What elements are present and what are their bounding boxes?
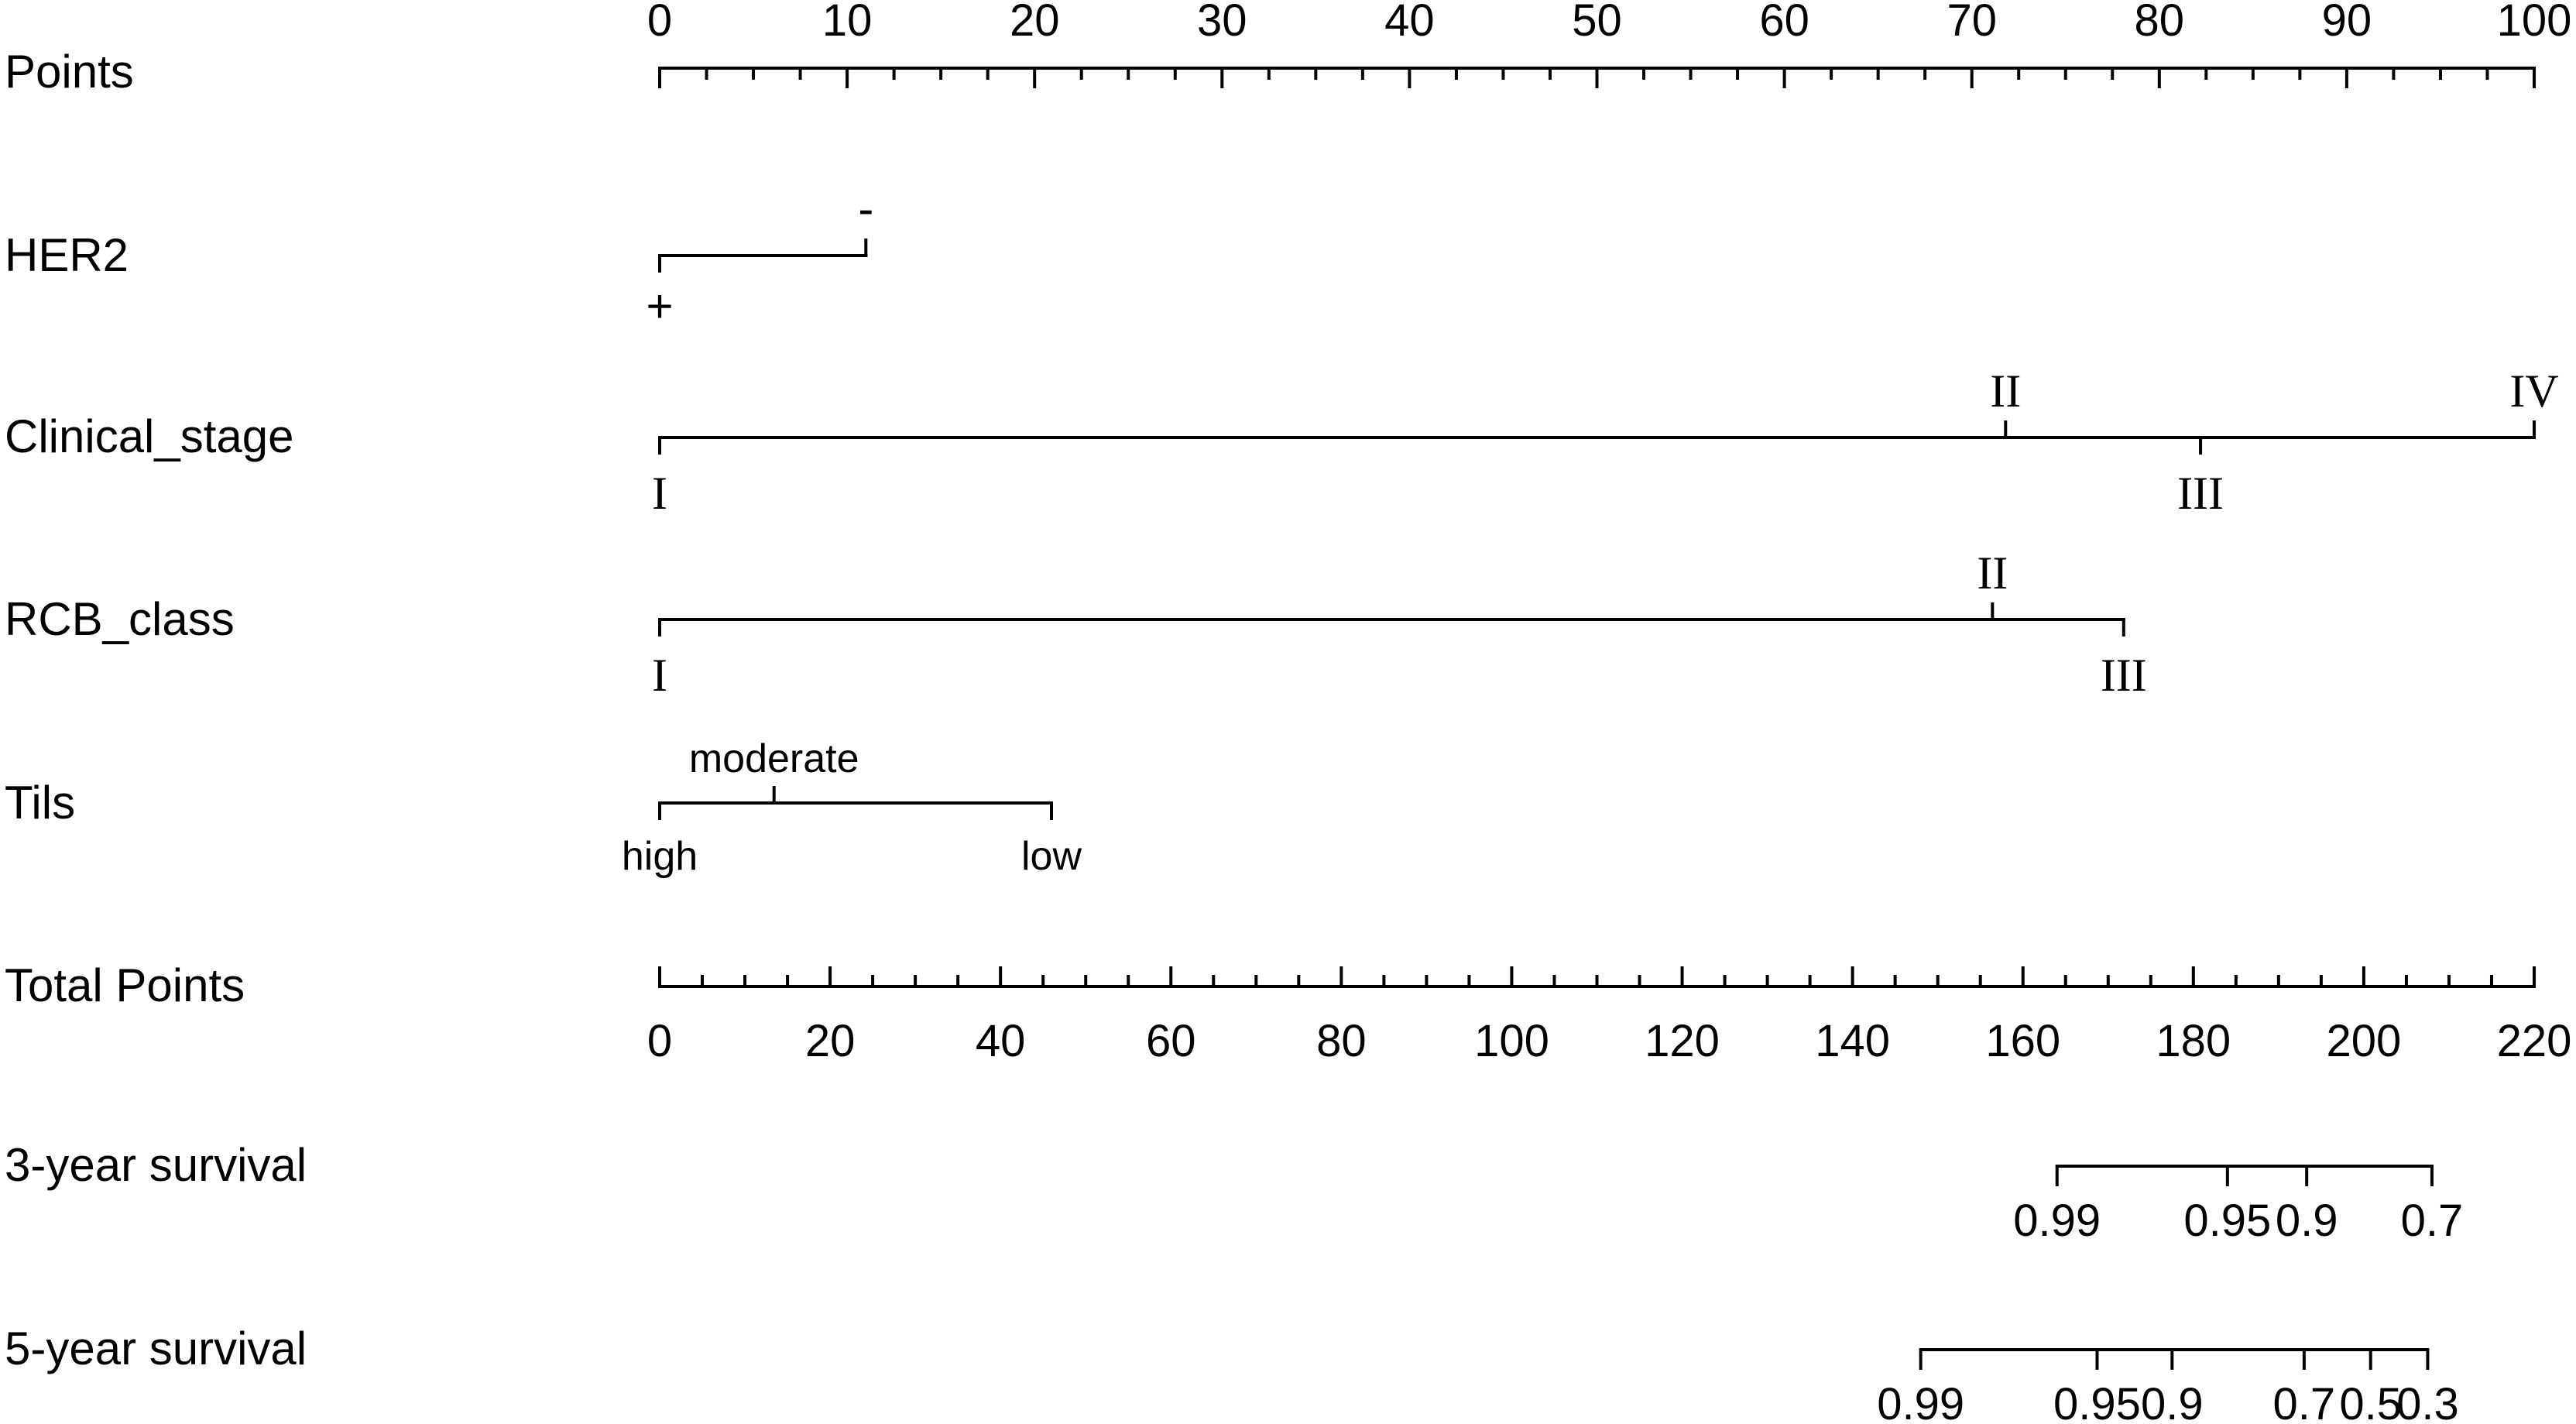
survival-3yr-tick-label: 0.99 — [2013, 1196, 2101, 1246]
clinical-stage-level-label: III — [2177, 468, 2224, 519]
points-axis-tick-label: 90 — [2322, 0, 2372, 46]
her2-label: HER2 — [5, 229, 129, 281]
total-points-tick-label: 180 — [2156, 1016, 2231, 1066]
points-axis-tick-label: 80 — [2135, 0, 2185, 46]
rcb-class-level-label: II — [1977, 547, 2008, 599]
points-axis-tick-label: 20 — [1010, 0, 1060, 46]
clinical-stage-label: Clinical_stage — [5, 410, 294, 462]
survival-5yr-tick-label: 0.7 — [2273, 1379, 2336, 1424]
points-axis-tick-label: 50 — [1572, 0, 1622, 46]
her2-level-label: + — [646, 280, 673, 332]
clinical-stage-level-label: I — [652, 468, 667, 519]
points-axis-tick-label: 100 — [2497, 0, 2572, 46]
points-axis-tick-label: 30 — [1197, 0, 1247, 46]
survival-3yr-tick-label: 0.7 — [2401, 1196, 2464, 1246]
points-axis-tick-label: 40 — [1384, 0, 1435, 46]
total-points-tick-label: 100 — [1474, 1016, 1549, 1066]
tils-label: Tils — [5, 777, 75, 829]
clinical-stage-level-label: IV — [2509, 365, 2558, 417]
total-points-tick-label: 160 — [1985, 1016, 2060, 1066]
row-labels: Points HER2 Clinical_stage RCB_class Til… — [5, 46, 307, 1374]
total-points-tick-label: 20 — [805, 1016, 856, 1066]
total-points-tick-label: 40 — [976, 1016, 1026, 1066]
her2-level-label: - — [858, 183, 873, 235]
tils-level-label: moderate — [689, 736, 859, 781]
points-axis-tick-label: 0 — [647, 0, 672, 46]
clinical-stage-level-label: II — [1990, 365, 2021, 417]
rcb-class-level-label: III — [2101, 650, 2147, 701]
total-points-tick-label: 120 — [1645, 1016, 1720, 1066]
points-axis-tick-label: 10 — [822, 0, 873, 46]
total-points-tick-label: 200 — [2327, 1016, 2402, 1066]
total-points-tick-label: 0 — [647, 1016, 672, 1066]
points-axis-tick-label: 60 — [1759, 0, 1809, 46]
rcb-class-label: RCB_class — [5, 593, 235, 645]
survival-5yr-tick-label: 0.9 — [2141, 1379, 2204, 1424]
tils-level-label: high — [622, 834, 698, 879]
survival-3yr-tick-label: 0.95 — [2183, 1196, 2271, 1246]
tils-level-label: low — [1021, 834, 1082, 879]
survival-3yr-tick-label: 0.9 — [2276, 1196, 2338, 1246]
total-points-tick-label: 80 — [1316, 1016, 1367, 1066]
total-points-tick-label: 140 — [1815, 1016, 1890, 1066]
survival-5yr-tick-label: 0.99 — [1877, 1379, 1964, 1424]
total-points-tick-label: 60 — [1146, 1016, 1196, 1066]
survival-5yr-tick-label: 0.95 — [2053, 1379, 2141, 1424]
survival-5yr-tick-label: 0.3 — [2396, 1379, 2459, 1424]
total-points-tick-label: 220 — [2497, 1016, 2572, 1066]
survival-5yr-label: 5-year survival — [5, 1323, 307, 1374]
points-axis-tick-label: 70 — [1947, 0, 1997, 46]
rcb-class-level-label: I — [652, 650, 667, 701]
survival-3yr-label: 3-year survival — [5, 1139, 307, 1191]
chart-marks: 0 10 20 30 40 50 60 70 80 90 100+-IIIIIIIVIIIIIIhi… — [622, 0, 2572, 1424]
points-axis-label: Points — [5, 46, 134, 98]
total-points-label: Total Points — [5, 959, 245, 1011]
survival-5yr-tick-label: 0.5 — [2339, 1379, 2402, 1424]
